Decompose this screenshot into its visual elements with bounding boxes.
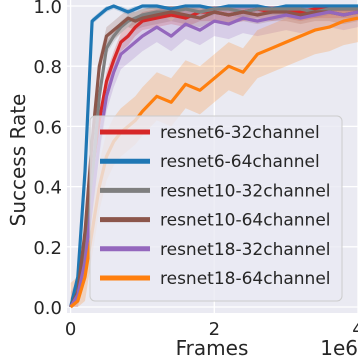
legend-label: resnet18-32channel	[160, 240, 331, 260]
confidence-bands	[70, 6, 358, 307]
y-tick-label: 1.0	[33, 0, 62, 18]
legend-label: resnet18-64channel	[160, 269, 331, 289]
x-tick-label: 2	[209, 319, 220, 340]
legend-label: resnet6-32channel	[160, 123, 320, 143]
x-tick-label: 4	[352, 319, 358, 340]
series-line	[69, 7, 358, 308]
legend-label: resnet6-64channel	[160, 152, 320, 172]
legend-label: resnet10-64channel	[160, 211, 331, 231]
y-tick-label: 0.6	[33, 117, 62, 138]
x-axis-offset-label: 1e6	[320, 336, 358, 360]
x-tick-label: 0	[65, 319, 76, 340]
x-axis-label: Frames	[176, 336, 249, 360]
y-tick-label: 0.4	[33, 178, 62, 199]
y-tick-label: 0.2	[33, 238, 62, 259]
series-line	[69, 7, 358, 308]
axis-ticks: 0.0 0.2 0.4 0.6 0.8 1.0 0 2 4	[33, 0, 358, 340]
series-lines	[69, 4, 358, 309]
series-line	[69, 10, 358, 308]
y-axis-label: Success Rate	[6, 94, 30, 227]
y-tick-label: 0.8	[33, 57, 62, 78]
series-line	[69, 4, 358, 308]
legend: resnet6-32channel resnet6-64channel resnet…	[89, 115, 343, 302]
series-band	[70, 6, 358, 307]
legend-box	[89, 115, 343, 302]
y-tick-label: 0.0	[33, 298, 62, 319]
legend-label: resnet10-32channel	[160, 181, 331, 201]
